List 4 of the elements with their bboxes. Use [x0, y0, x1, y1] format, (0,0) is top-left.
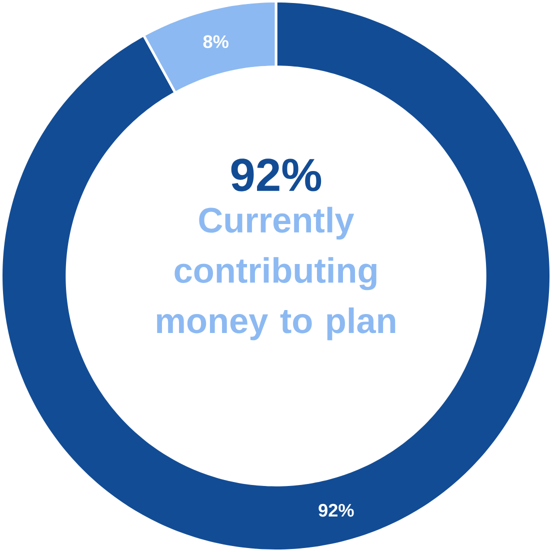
text: Currently contributing money to plan — [157, 206, 396, 340]
data-label: 8% — [203, 35, 228, 48]
text: 92% — [231, 158, 322, 192]
data-label: 92% — [318, 504, 354, 517]
